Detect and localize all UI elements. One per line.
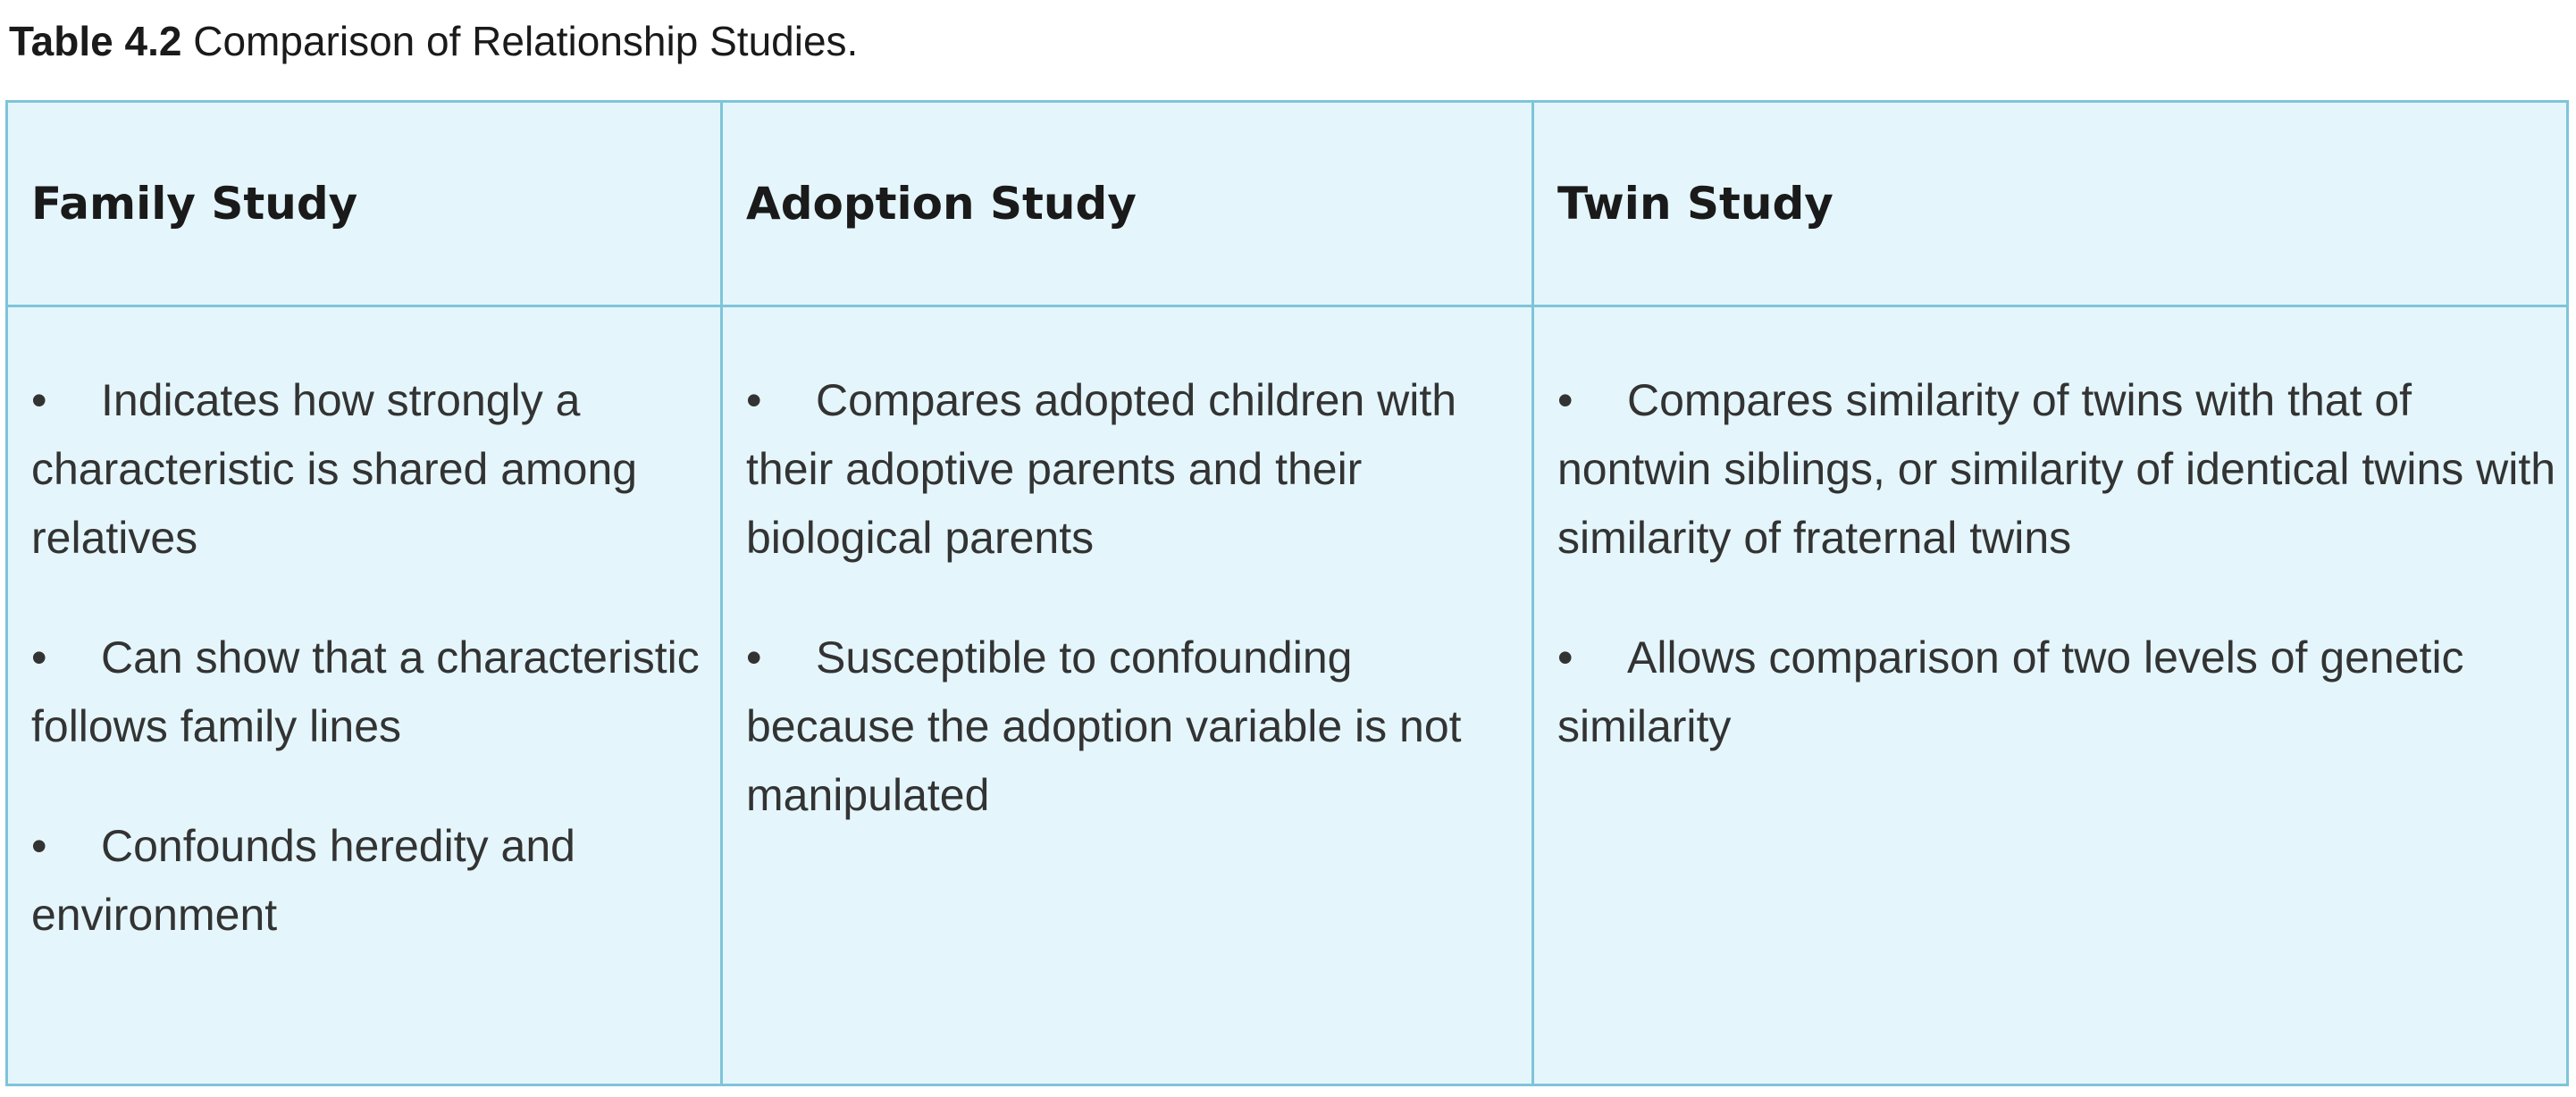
bullet-glyph: • [746, 375, 762, 425]
list-item: • Susceptible to confounding because the … [746, 624, 1523, 830]
header-adoption-study: Adoption Study [720, 100, 1534, 307]
list-item: • Confounds heredity and environment [31, 812, 711, 950]
list-item: • Can show that a characteristic follows … [31, 624, 711, 761]
bullet-glyph: • [31, 375, 47, 425]
table-caption: Table 4.2 Comparison of Relationship Stu… [9, 14, 858, 68]
table-caption-label: Table 4.2 [9, 18, 182, 64]
header-family-study: Family Study [5, 100, 723, 307]
table-row: • Indicates how strongly a characteristic… [5, 305, 2569, 1086]
adoption-study-cell: • Compares adopted children with their ad… [720, 305, 1534, 1086]
list-item-text: Indicates how strongly a characteristic … [31, 375, 638, 563]
list-item-text: Can show that a characteristic follows f… [31, 632, 700, 751]
list-item-text: Compares adopted children with their ado… [746, 375, 1457, 563]
list-item: • Allows comparison of two levels of gene… [1557, 624, 2557, 761]
list-item-text: Allows comparison of two levels of genet… [1557, 632, 2464, 751]
bullet-glyph: • [31, 821, 47, 871]
list-item: • Compares similarity of twins with that … [1557, 366, 2557, 573]
list-item: • Compares adopted children with their ad… [746, 366, 1523, 573]
list-item: • Indicates how strongly a characteristic… [31, 366, 711, 573]
table-caption-text: Comparison of Relationship Studies. [181, 18, 859, 64]
list-item-text: Compares similarity of twins with that o… [1557, 375, 2556, 563]
list-item-text: Confounds heredity and environment [31, 821, 575, 940]
bullet-glyph: • [31, 632, 47, 682]
header-twin-study: Twin Study [1531, 100, 2569, 307]
table-header-row: Family Study Adoption Study Twin Study [5, 100, 2569, 307]
bullet-glyph: • [1557, 375, 1573, 425]
bullet-glyph: • [1557, 632, 1573, 682]
list-item-text: Susceptible to confounding because the a… [746, 632, 1462, 820]
family-study-cell: • Indicates how strongly a characteristic… [5, 305, 723, 1086]
adoption-study-list: • Compares adopted children with their ad… [746, 366, 1523, 830]
family-study-list: • Indicates how strongly a characteristic… [31, 366, 711, 950]
twin-study-cell: • Compares similarity of twins with that … [1531, 305, 2569, 1086]
bullet-glyph: • [746, 632, 762, 682]
comparison-table: Family Study Adoption Study Twin Study •… [5, 100, 2569, 1086]
twin-study-list: • Compares similarity of twins with that … [1557, 366, 2557, 761]
